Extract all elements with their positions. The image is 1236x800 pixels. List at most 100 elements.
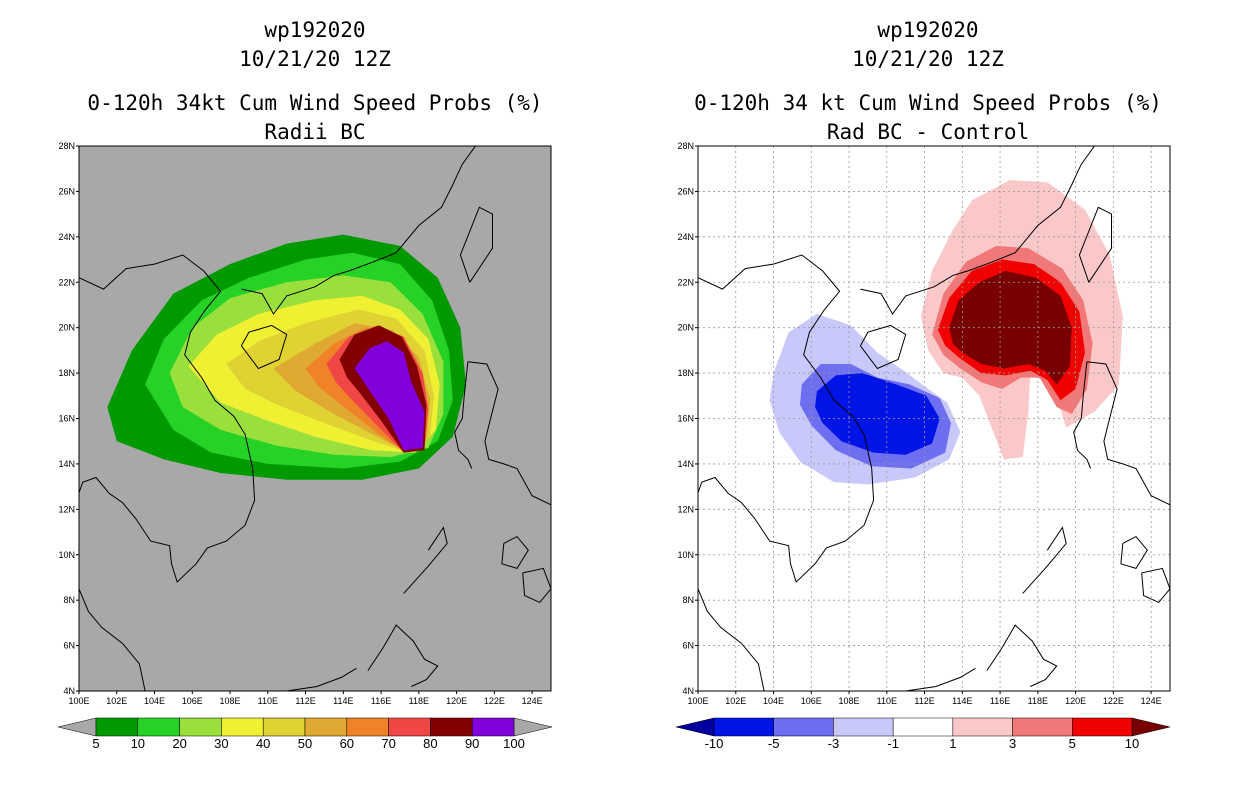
y-tick-label: 20N	[677, 323, 694, 333]
x-tick-label: 112E	[914, 696, 934, 706]
coastline	[860, 146, 1095, 315]
coastline	[240, 324, 288, 370]
x-tick-label: 120E	[446, 696, 467, 706]
colorbar-label: -3	[828, 736, 840, 751]
colorbar-swatch	[221, 717, 264, 737]
y-tick-label: 20N	[58, 323, 75, 333]
colorbar-label: 10	[1125, 736, 1139, 751]
x-tick-label: 124E	[1141, 696, 1162, 706]
x-tick-label: 116E	[990, 696, 1010, 706]
y-tick-label: 4N	[682, 686, 694, 696]
colorbar-label: 1	[949, 736, 956, 751]
coastline	[79, 588, 146, 691]
colorbar-label: 30	[214, 736, 228, 751]
coastline	[1086, 361, 1170, 532]
colorbar-label: 5	[92, 736, 99, 751]
coastline	[1022, 526, 1067, 594]
colorbar-label: 70	[381, 736, 395, 751]
contour-fill-90	[354, 341, 425, 451]
y-tick-label: 14N	[677, 459, 694, 469]
y-tick-label: 22N	[58, 277, 75, 287]
coastline	[1120, 535, 1148, 569]
y-tick-label: 6N	[682, 641, 694, 651]
coastline	[1141, 567, 1170, 604]
y-tick-label: 12N	[677, 504, 694, 514]
x-tick-label: 110E	[877, 696, 897, 706]
left-map-panel: 100E 102E 104E 106E 108E 110E 112E 114E 116E 118E…	[58, 141, 552, 706]
y-tick-label: 28N	[677, 141, 694, 151]
coastline	[698, 588, 765, 691]
colorbar-over-arrow	[1131, 717, 1171, 737]
colorbar-label: 60	[340, 736, 354, 751]
coastline	[403, 526, 448, 594]
colorbar-swatch	[952, 717, 1013, 737]
coastline	[79, 254, 256, 583]
colorbar-under-arrow	[675, 717, 715, 737]
x-tick-label: 122E	[484, 696, 505, 706]
x-tick-label: 104E	[763, 696, 784, 706]
colorbar-label: -5	[768, 736, 780, 751]
coastline	[467, 361, 551, 532]
coastline	[522, 567, 551, 604]
colorbar-swatch	[430, 717, 473, 737]
y-tick-label: 22N	[677, 277, 694, 287]
left-chart-title-4: Radii BC	[264, 120, 366, 144]
colorbar-swatch	[1072, 717, 1133, 737]
contour-fill-10	[949, 270, 1072, 385]
colorbar-swatch	[471, 717, 515, 737]
left-chart-title-3: 0-120h 34kt Cum Wind Speed Probs (%)	[87, 91, 543, 115]
right-chart-title-2: 10/21/20 12Z	[852, 47, 1004, 71]
colorbar-swatch	[388, 717, 431, 737]
y-tick-label: 8N	[682, 595, 694, 605]
x-tick-label: 108E	[220, 696, 241, 706]
colorbar-swatch	[179, 717, 222, 737]
colorbar-label: -1	[887, 736, 899, 751]
colorbar-swatch	[892, 717, 954, 737]
right-chart-title-3: 0-120h 34 kt Cum Wind Speed Probs (%)	[694, 91, 1162, 115]
x-tick-label: 110E	[258, 696, 278, 706]
y-tick-label: 4N	[63, 686, 75, 696]
y-tick-label: 18N	[58, 368, 75, 378]
coastline	[367, 624, 439, 687]
right-chart-title-1: wp192020	[877, 18, 979, 42]
colorbar-swatch	[95, 717, 139, 737]
x-tick-label: 104E	[144, 696, 165, 706]
colorbar-swatch	[833, 717, 894, 737]
coastlines	[79, 146, 551, 691]
y-tick-label: 24N	[677, 232, 694, 242]
y-tick-label: 26N	[677, 186, 694, 196]
y-tick-label: 28N	[58, 141, 75, 151]
x-tick-label: 116E	[371, 696, 391, 706]
colorbar-swatch	[1012, 717, 1073, 737]
right-colorbar: -10 -5 -3 -1 1 3 5 10	[675, 717, 1171, 751]
x-tick-label: 118E	[1028, 696, 1048, 706]
x-tick-label: 122E	[1103, 696, 1124, 706]
coastline	[454, 361, 473, 469]
coastline	[459, 206, 493, 283]
x-tick-label: 114E	[952, 696, 972, 706]
colorbar-swatch	[346, 717, 389, 737]
left-chart-title-1: wp192020	[264, 18, 366, 42]
y-tick-label: 10N	[58, 550, 75, 560]
x-tick-label: 124E	[522, 696, 543, 706]
coastline	[1073, 361, 1092, 469]
x-tick-label: 102E	[725, 696, 746, 706]
colorbar-label: 90	[465, 736, 479, 751]
coastline	[698, 254, 875, 583]
coastlines	[698, 146, 1170, 691]
x-tick-label: 120E	[1065, 696, 1086, 706]
x-tick-label: 100E	[68, 696, 89, 706]
coastline	[501, 535, 529, 569]
coastline	[986, 624, 1058, 687]
colorbar-under-arrow	[57, 717, 97, 737]
left-chart-title-2: 10/21/20 12Z	[239, 47, 391, 71]
x-tick-label: 106E	[182, 696, 203, 706]
colorbar-label: 80	[423, 736, 437, 751]
contour-fill--5	[815, 373, 940, 455]
y-tick-label: 24N	[58, 232, 75, 242]
colorbar-label: 20	[172, 736, 186, 751]
y-tick-label: 14N	[58, 459, 75, 469]
x-tick-label: 118E	[409, 696, 429, 706]
coastline	[241, 146, 476, 315]
